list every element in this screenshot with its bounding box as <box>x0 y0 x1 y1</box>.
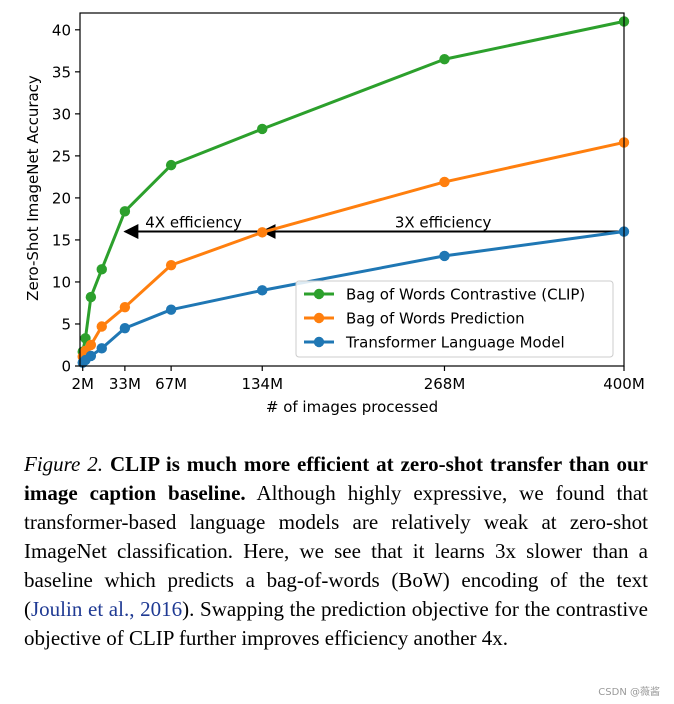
figure-label: Figure 2. <box>24 452 104 476</box>
legend-label: Transformer Language Model <box>345 334 565 352</box>
data-point <box>439 250 450 262</box>
data-point <box>119 322 131 334</box>
y-tick-label: 10 <box>52 273 71 291</box>
x-axis-label: # of images processed <box>266 398 438 416</box>
figure-caption: Figure 2. CLIP is much more efficient at… <box>24 450 648 653</box>
y-tick-label: 0 <box>61 358 71 376</box>
data-point <box>439 176 450 188</box>
caption-body-end: ). Swapping the prediction objective for… <box>24 597 648 650</box>
data-point <box>165 259 177 271</box>
data-point <box>165 159 177 171</box>
watermark: CSDN @薇酱 <box>598 687 660 698</box>
legend-label: Bag of Words Prediction <box>346 310 525 328</box>
data-point <box>119 206 131 217</box>
y-tick-label: 15 <box>52 231 71 249</box>
y-tick-label: 35 <box>52 63 71 81</box>
y-axis-label: Zero-Shot ImageNet Accuracy <box>24 75 42 301</box>
data-point <box>257 123 268 135</box>
legend-marker <box>313 336 325 348</box>
citation-link[interactable]: Joulin et al., 2016 <box>31 597 182 621</box>
legend-box <box>295 280 614 358</box>
efficiency-chart: 4X efficiency 3X efficiency 0 5 10 15 20 25 30 3… <box>24 12 645 416</box>
data-point <box>96 343 107 354</box>
x-tick-label: 134M <box>241 375 283 393</box>
data-point <box>165 304 177 315</box>
x-tick-label: 67M <box>155 375 187 393</box>
y-tick-label: 25 <box>52 147 71 165</box>
legend-marker <box>313 312 325 324</box>
x-tick-label: 33M <box>109 375 141 393</box>
data-point <box>96 321 107 332</box>
data-point <box>119 301 131 313</box>
x-tick-label: 2M <box>71 375 94 393</box>
data-point <box>439 54 450 65</box>
citation-year: 2016 <box>140 597 183 621</box>
legend-label: Bag of Words Contrastive (CLIP) <box>346 286 585 304</box>
plot-frame <box>79 12 625 367</box>
data-point <box>85 350 97 362</box>
x-tick-label: 268M <box>424 375 466 393</box>
data-point <box>257 227 268 238</box>
citation-separator: , <box>129 597 141 621</box>
caption-headline: CLIP is much more efficient at zero-shot… <box>24 452 648 505</box>
data-point <box>85 339 97 351</box>
legend-marker <box>313 288 325 300</box>
efficiency-annotation: 3X efficiency <box>395 214 492 232</box>
legend: Bag of Words Contrastive (CLIP) Bag of Wo… <box>295 280 614 358</box>
caption-body: Although highly expressive, we found tha… <box>24 481 649 621</box>
data-point <box>257 285 268 296</box>
y-tick-label: 20 <box>52 189 71 207</box>
x-tick-label: 400M <box>603 375 645 393</box>
y-tick-label: 30 <box>52 105 71 123</box>
y-tick-label: 5 <box>61 315 71 333</box>
efficiency-annotation: 4X efficiency <box>145 214 242 232</box>
data-point <box>85 291 97 303</box>
citation-authors: Joulin et al. <box>31 597 130 621</box>
data-point <box>96 264 107 275</box>
y-tick-label: 40 <box>52 21 71 39</box>
